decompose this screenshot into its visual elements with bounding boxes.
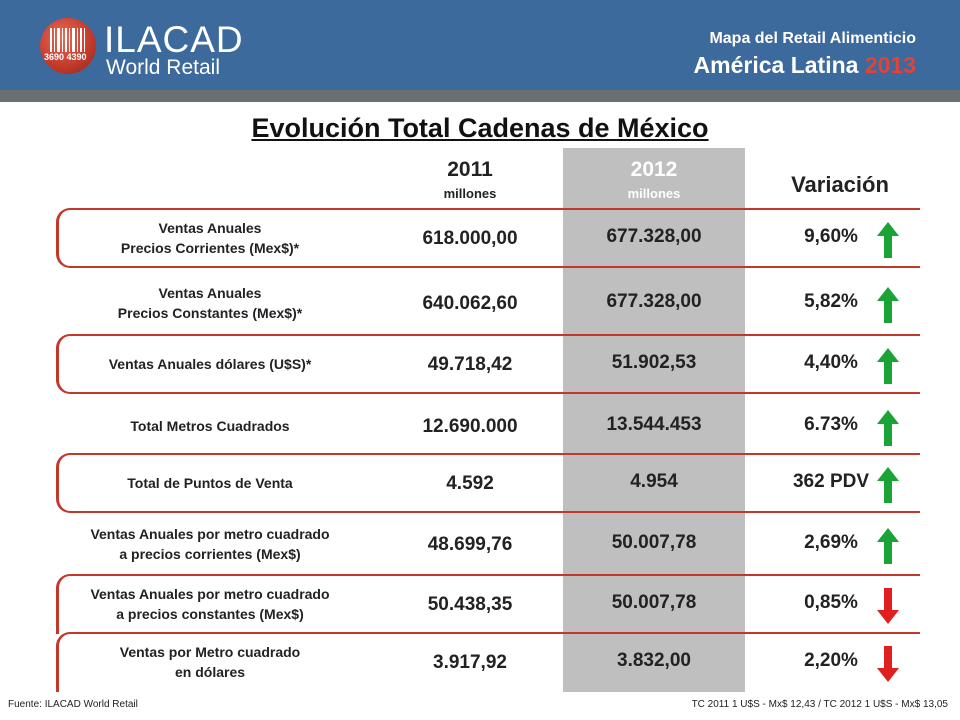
- arrow-up-icon: [877, 287, 899, 323]
- value-2012: 677.328,00: [606, 226, 702, 247]
- value-variation: 9,60%: [804, 226, 858, 247]
- logo-name: ILACAD: [104, 19, 244, 60]
- page-title: Evolución Total Cadenas de México: [251, 113, 709, 143]
- value-2011: 618.000,00: [422, 228, 518, 249]
- value-2012: 13.544.453: [606, 414, 702, 435]
- header-year: 2013: [864, 52, 916, 78]
- value-2011: 48.699,76: [427, 534, 513, 555]
- row-label: Total Metros Cuadrados: [60, 396, 360, 456]
- row-label: Ventas Anuales Precios Constantes (Mex$)*: [60, 273, 360, 333]
- value-variation: 0,85%: [804, 592, 858, 613]
- value-variation: 4,40%: [804, 352, 858, 373]
- value-2011: 50.438,35: [427, 594, 513, 615]
- row-frame: [56, 334, 920, 394]
- arrow-up-icon: [877, 222, 899, 258]
- row-label-line1: Ventas Anuales por metro cuadrado: [90, 526, 330, 542]
- header-banner: 3690 4390 ILACAD World Retail Mapa del R…: [0, 0, 960, 90]
- logo-icon: [40, 18, 96, 74]
- row-frame: [56, 208, 920, 268]
- footer-source: Fuente: ILACAD World Retail: [8, 699, 138, 710]
- value-2011: 640.062,60: [422, 293, 518, 314]
- arrow-down-icon: [877, 588, 899, 624]
- header-subtitle: América Latina 2013: [694, 52, 916, 79]
- value-2012: 51.902,53: [611, 352, 697, 373]
- arrow-up-icon: [877, 528, 899, 564]
- table-row: Ventas por Metro cuadrado en dólares 3.917…: [0, 632, 960, 696]
- column-2012-unit: millones: [627, 186, 681, 201]
- barcode-icon: [50, 28, 85, 52]
- column-2011-year: 2011: [447, 158, 493, 181]
- table-row: Ventas Anuales Precios Corrientes (Mex$)*…: [0, 208, 960, 272]
- value-2011: 49.718,42: [427, 354, 513, 375]
- arrow-up-icon: [877, 348, 899, 384]
- row-frame: [56, 574, 920, 634]
- column-2011-unit: millones: [443, 186, 497, 201]
- row-label: Ventas Anuales dólares (U$S)*: [60, 334, 360, 394]
- header-region: América Latina: [693, 52, 859, 78]
- column-header-2011: 2011 millones: [390, 158, 550, 201]
- row-label: Ventas Anuales por metro cuadrado a preci…: [60, 514, 360, 574]
- row-frame: [56, 453, 920, 513]
- column-header-variation: Variación: [791, 172, 889, 197]
- row-label-line1: Ventas Anuales dólares (U$S)*: [108, 356, 312, 372]
- logo-subtitle: World Retail: [106, 56, 220, 79]
- row-label: Ventas Anuales Precios Corrientes (Mex$)*: [60, 208, 360, 268]
- value-2012: 50.007,78: [611, 532, 697, 553]
- row-label-line1: Ventas Anuales por metro cuadrado: [90, 586, 330, 602]
- table-row: Ventas Anuales por metro cuadrado a preci…: [0, 514, 960, 578]
- column-header-2012: 2012 millones: [563, 158, 745, 201]
- column-2012-background: [563, 148, 745, 692]
- table-row: Ventas Anuales Precios Constantes (Mex$)*…: [0, 273, 960, 337]
- row-label-line2: en dólares: [174, 664, 246, 680]
- arrow-up-icon: [877, 467, 899, 503]
- row-label-line2: Precios Corrientes (Mex$)*: [120, 240, 300, 256]
- value-variation: 2,69%: [804, 532, 858, 553]
- value-variation: 6.73%: [804, 414, 858, 435]
- logo-digits: 3690 4390: [44, 52, 87, 62]
- column-2012-year: 2012: [630, 158, 678, 181]
- table-row: Total Metros Cuadrados 12.690.000 13.544.4…: [0, 396, 960, 460]
- value-2012: 4.954: [630, 471, 678, 492]
- row-label-line1: Ventas Anuales: [158, 220, 262, 236]
- row-label: Ventas por Metro cuadrado en dólares: [60, 632, 360, 692]
- value-variation: 5,82%: [804, 291, 858, 312]
- row-label-line1: Total Metros Cuadrados: [130, 418, 290, 434]
- table-row: Ventas Anuales dólares (U$S)* 49.718,42 51…: [0, 334, 960, 398]
- value-variation: 362 PDV: [792, 471, 870, 492]
- value-2011: 3.917,92: [433, 652, 507, 673]
- row-label-line2: Precios Constantes (Mex$)*: [117, 305, 303, 321]
- header-title: Mapa del Retail Alimenticio: [709, 30, 916, 47]
- row-label-line1: Total de Puntos de Venta: [127, 475, 293, 491]
- table-row: Total de Puntos de Venta 4.592 4.954 362 PD…: [0, 453, 960, 517]
- row-label-line1: Ventas por Metro cuadrado: [119, 644, 301, 660]
- header-stripe: [0, 90, 960, 102]
- footer-exchange-rate: TC 2011 1 U$S - Mx$ 12,43 / TC 2012 1 U$…: [691, 699, 948, 710]
- value-variation: 2,20%: [804, 650, 858, 671]
- value-2011: 4.592: [446, 473, 494, 494]
- row-frame: [56, 632, 920, 692]
- table-row: Ventas Anuales por metro cuadrado a preci…: [0, 574, 960, 638]
- arrow-up-icon: [877, 410, 899, 446]
- row-label-line2: a precios corrientes (Mex$): [119, 546, 301, 562]
- row-label-line1: Ventas Anuales: [158, 285, 262, 301]
- value-2012: 50.007,78: [611, 592, 697, 613]
- value-2012: 3.832,00: [617, 650, 691, 671]
- row-label: Total de Puntos de Venta: [60, 453, 360, 513]
- row-label: Ventas Anuales por metro cuadrado a preci…: [60, 574, 360, 634]
- arrow-down-icon: [877, 646, 899, 682]
- value-2012: 677.328,00: [606, 291, 702, 312]
- row-label-line2: a precios constantes (Mex$): [116, 606, 304, 622]
- value-2011: 12.690.000: [422, 416, 518, 437]
